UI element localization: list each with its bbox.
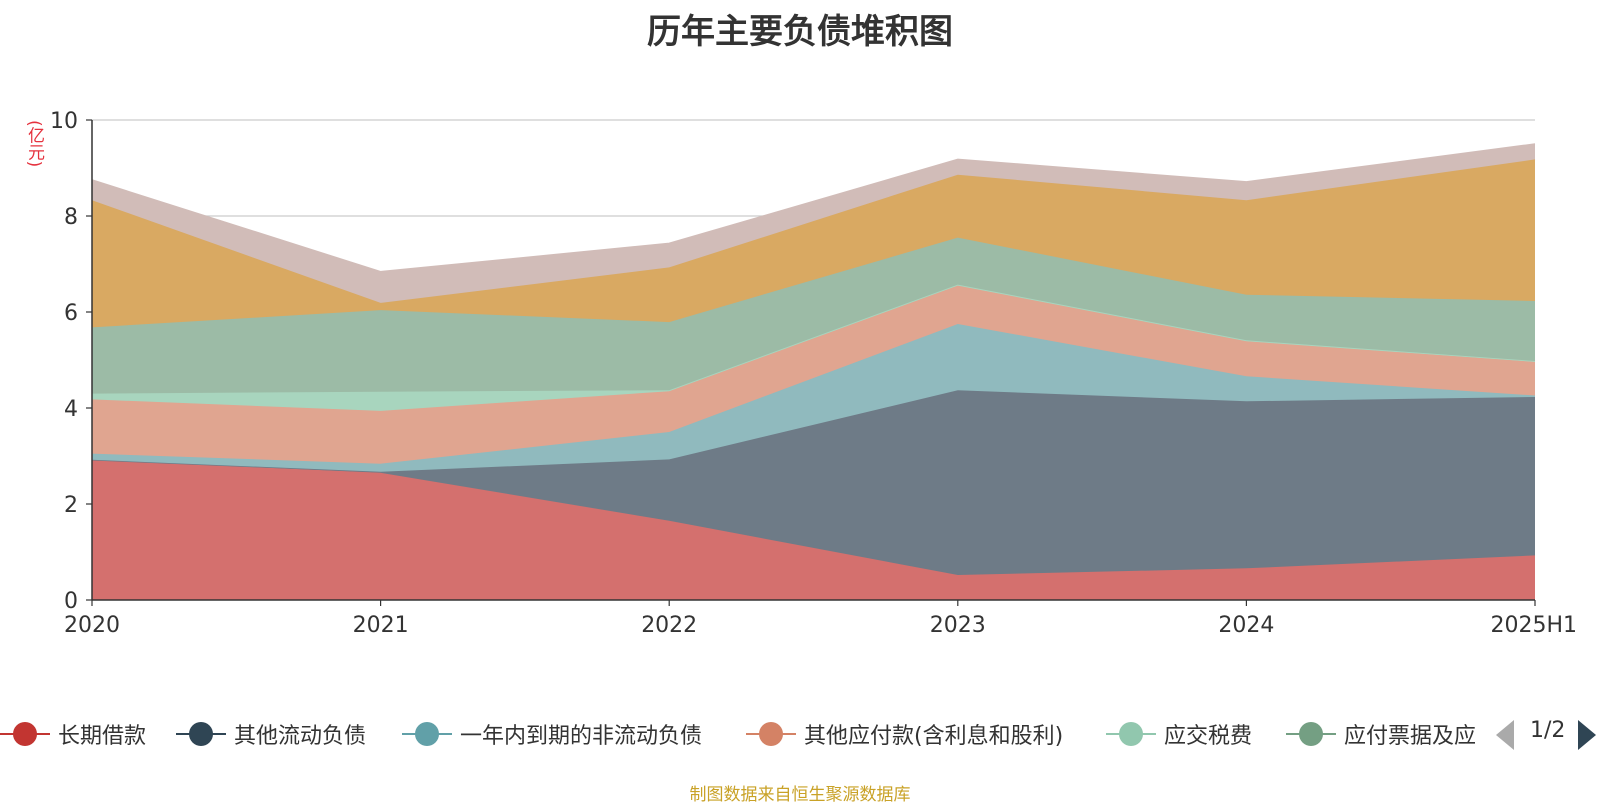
x-tick-label: 2023 (930, 613, 986, 638)
x-tick-label: 2025H1 (1490, 613, 1577, 638)
legend-item[interactable]: 应付票据及应 (1286, 716, 1476, 752)
area-series-2 (92, 324, 1535, 472)
y-tick-label: 2 (64, 493, 78, 518)
legend-items: 长期借款 其他流动负债 一年内到期的非流动负债 其他应付款(含利息和股利) 应交税费 应付… (0, 716, 1482, 756)
legend-page-indicator: 1/2 (1530, 718, 1566, 743)
legend-marker-icon (176, 720, 226, 748)
legend-marker-icon (402, 720, 452, 748)
x-tick-label: 2020 (64, 613, 120, 638)
legend-next-page-icon[interactable] (1578, 720, 1596, 750)
y-tick-label: 0 (64, 589, 78, 614)
y-tick-label: 4 (64, 397, 78, 422)
x-tick-label: 2024 (1218, 613, 1274, 638)
legend-label: 其他应付款(含利息和股利) (804, 724, 1064, 749)
legend-item[interactable]: 一年内到期的非流动负债 (402, 716, 702, 752)
legend-marker-icon (746, 720, 796, 748)
legend-item[interactable]: 长期借款 (0, 716, 146, 752)
axes: 0 2 4 6 8 10 2020 2021 2022 2023 2024 2025H1 (50, 109, 1577, 638)
legend-label: 长期借款 (58, 724, 147, 749)
source-note: 制图数据来自恒生聚源数据库 (689, 785, 911, 805)
area-series-1 (92, 390, 1535, 575)
legend-marker-icon (1106, 720, 1156, 748)
legend-item[interactable]: 其他流动负债 (176, 716, 366, 752)
area-series-6 (92, 159, 1535, 328)
legend-item[interactable]: 其他应付款(含利息和股利) (746, 716, 1063, 752)
area-edge-7 (91, 143, 1536, 273)
area-series (91, 143, 1536, 600)
legend-label: 其他流动负债 (234, 724, 367, 749)
area-edge-0 (91, 459, 1536, 576)
y-tick-label: 8 (64, 205, 78, 230)
legend-label: 应付票据及应 (1344, 724, 1477, 749)
chart-title: 历年主要负债堆积图 (647, 12, 953, 52)
x-tick-label: 2022 (641, 613, 697, 638)
legend-prev-page-icon[interactable] (1496, 720, 1514, 750)
area-series-0 (92, 459, 1535, 600)
legend: 长期借款 其他流动负债 一年内到期的非流动负债 其他应付款(含利息和股利) 应交税费 应付… (0, 716, 1600, 756)
legend-marker-icon (1286, 720, 1336, 748)
area-series-7 (92, 144, 1535, 303)
area-series-4 (92, 284, 1535, 411)
y-axis-unit: (亿元) (24, 120, 44, 168)
area-series-3 (92, 285, 1535, 464)
x-tick-label: 2021 (353, 613, 409, 638)
area-series-5 (92, 237, 1535, 394)
legend-marker-icon (0, 720, 50, 748)
legend-item[interactable]: 应交税费 (1106, 716, 1252, 752)
legend-label: 一年内到期的非流动负债 (460, 724, 703, 749)
legend-label: 应交税费 (1164, 724, 1253, 749)
y-tick-label: 10 (50, 109, 78, 134)
y-tick-label: 6 (64, 301, 78, 326)
